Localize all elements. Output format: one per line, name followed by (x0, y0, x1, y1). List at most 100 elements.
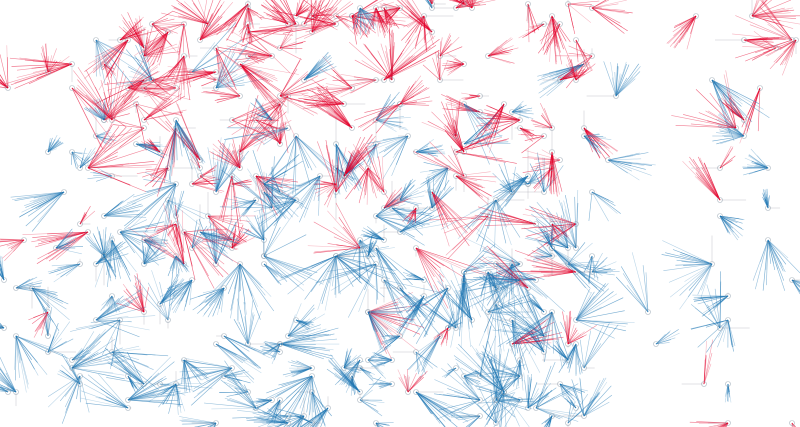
flow-line-blue (287, 303, 302, 337)
flow-line-red (782, 39, 797, 76)
flow-line-blue (335, 167, 350, 187)
flow-line-blue (65, 263, 81, 277)
flow-line-blue (105, 295, 113, 307)
flow-line-blue (523, 372, 529, 409)
flow-line-blue (211, 407, 257, 410)
flow-line-red (322, 56, 353, 89)
flow-line-red (471, 218, 537, 225)
flow-line-blue (103, 203, 142, 217)
flow-line-blue (477, 364, 505, 393)
flow-line-blue (254, 399, 273, 409)
flow-line-blue (262, 217, 265, 257)
flow-line-blue (127, 394, 157, 401)
flow-line-blue (540, 63, 585, 84)
flow-line-red (231, 228, 244, 249)
flow-line-red (447, 122, 465, 153)
flow-line-red (446, 133, 465, 153)
flow-line-blue (31, 287, 64, 302)
flow-line-red (367, 167, 374, 194)
flow-line-red (575, 39, 579, 59)
flow-line-red (762, 18, 793, 41)
flow-line-red (112, 124, 145, 129)
flow-line-blue (15, 335, 32, 360)
flow-line-blue (335, 167, 354, 186)
flow-line-blue (615, 66, 618, 97)
flow-line-blue (311, 391, 326, 426)
flow-line-blue (515, 276, 537, 281)
flow-line-red (363, 167, 369, 186)
flow-line-blue (615, 71, 641, 97)
flow-line-red (0, 82, 9, 89)
flow-line-blue (232, 379, 257, 409)
flow-line-blue (266, 399, 281, 413)
flow-line-blue (31, 191, 65, 232)
flow-line-red (0, 78, 9, 89)
flow-line-red (231, 234, 250, 249)
flow-line-blue (493, 358, 505, 393)
flow-line-red (146, 87, 177, 93)
flow-line-red (231, 179, 249, 185)
flow-line-blue (583, 324, 619, 369)
flow-line-red (698, 422, 729, 424)
flow-line-red (106, 39, 129, 76)
flow-line-red (567, 331, 585, 345)
flow-line-blue (551, 247, 591, 289)
flow-line-red (107, 39, 129, 75)
flow-line-red (367, 311, 403, 336)
flow-line-blue (475, 227, 521, 265)
flow-line-red (231, 237, 255, 249)
flow-line-red (568, 52, 593, 57)
flow-line-blue (215, 343, 243, 364)
flow-line-blue (303, 60, 332, 81)
flow-line-blue (476, 199, 497, 242)
flow-line-red (431, 191, 461, 238)
flow-line-blue (343, 359, 361, 385)
flow-line-blue (500, 391, 505, 427)
flow-line-red (722, 422, 729, 427)
flow-line-blue (307, 407, 329, 427)
flow-line-red (568, 45, 593, 57)
flow-line-blue (263, 207, 298, 257)
flow-line-red (84, 39, 129, 72)
flow-line-blue (239, 263, 266, 296)
flow-line-blue (335, 255, 381, 278)
flow-line-blue (119, 231, 135, 254)
flow-line-blue (263, 255, 312, 276)
flow-line-blue (556, 212, 569, 249)
flow-line-blue (335, 255, 341, 295)
flow-line-red (367, 311, 413, 321)
flow-line-blue (95, 252, 123, 265)
flow-line-blue (201, 287, 225, 311)
flow-line-blue (309, 391, 313, 416)
flow-line-blue (311, 391, 321, 421)
flow-line-red (439, 53, 442, 81)
flow-line-blue (423, 162, 449, 169)
flow-line-blue (532, 296, 545, 313)
flow-line-blue (15, 335, 21, 364)
flow-line-red (230, 175, 233, 221)
flow-line-red (383, 189, 396, 209)
flow-line-red (22, 231, 89, 235)
flow-line-blue (119, 221, 165, 233)
flow-line-blue (463, 372, 482, 377)
flow-line-blue (119, 219, 148, 233)
flow-line-blue (655, 332, 680, 345)
flow-line-blue (224, 397, 257, 409)
flow-line-blue (292, 135, 297, 195)
flow-line-red (231, 183, 244, 188)
flow-line-blue (335, 167, 343, 180)
flow-line-blue (287, 334, 330, 337)
flow-line-red (719, 147, 734, 169)
flow-line-red (583, 127, 599, 142)
flow-line-blue (367, 345, 392, 361)
flow-line-blue (415, 351, 427, 375)
flow-line-blue (583, 330, 591, 369)
flow-line-red (129, 33, 145, 49)
flow-line-red (110, 39, 129, 69)
flow-line-blue (263, 234, 307, 257)
flow-line-blue (455, 358, 505, 393)
flow-line-blue (517, 270, 537, 281)
flow-line-red (47, 231, 89, 235)
